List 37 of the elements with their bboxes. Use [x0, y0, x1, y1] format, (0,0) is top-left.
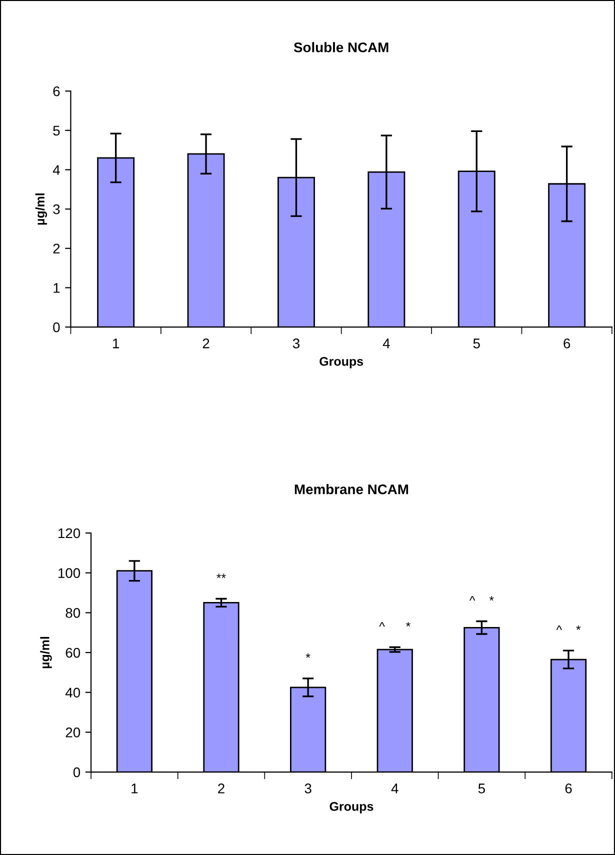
y-axis-title: µg/ml: [40, 636, 52, 668]
x-tick-label: 5: [478, 784, 485, 794]
x-axis-title: Groups: [330, 802, 374, 814]
x-tick-label: 1: [132, 784, 138, 794]
y-tick-label: 4: [52, 165, 60, 175]
x-tick-label: 4: [391, 784, 398, 794]
y-tick-label: 20: [66, 728, 80, 738]
chart-title: Membrane NCAM: [294, 484, 408, 494]
annotation: **: [216, 574, 226, 578]
y-tick-label: 0: [53, 322, 60, 332]
y-tick-label: 80: [66, 608, 80, 618]
y-tick-label: 6: [53, 86, 60, 96]
annotation: *: [306, 653, 310, 658]
y-axis-title: µg/ml: [35, 193, 48, 225]
x-tick-label: 3: [292, 338, 300, 348]
x-tick-label: 6: [565, 784, 572, 794]
y-tick-label: 1: [54, 283, 60, 293]
annotation: ^ *: [469, 596, 494, 601]
x-axis-title: Groups: [320, 356, 364, 368]
y-tick-label: 2: [53, 244, 60, 254]
x-tick-label: 6: [564, 338, 570, 348]
annotation: ^ *: [556, 625, 581, 630]
x-tick-label: 2: [218, 784, 224, 794]
x-tick-label: 1: [113, 338, 120, 348]
y-tick-label: 5: [53, 126, 60, 136]
y-tick-label: 3: [53, 204, 60, 214]
y-tick-label: 40: [65, 688, 80, 698]
y-tick-label: 60: [66, 648, 80, 658]
y-tick-label: 0: [73, 767, 80, 778]
x-tick-label: 5: [473, 338, 480, 348]
chart-title: Soluble NCAM: [294, 42, 388, 52]
annotation: ^ *: [379, 622, 410, 627]
x-tick-label: 4: [382, 338, 390, 348]
x-tick-label: 2: [202, 338, 210, 348]
x-tick-label: 3: [304, 784, 312, 794]
y-tick-label: 100: [58, 568, 80, 578]
y-tick-label: 120: [58, 528, 80, 538]
